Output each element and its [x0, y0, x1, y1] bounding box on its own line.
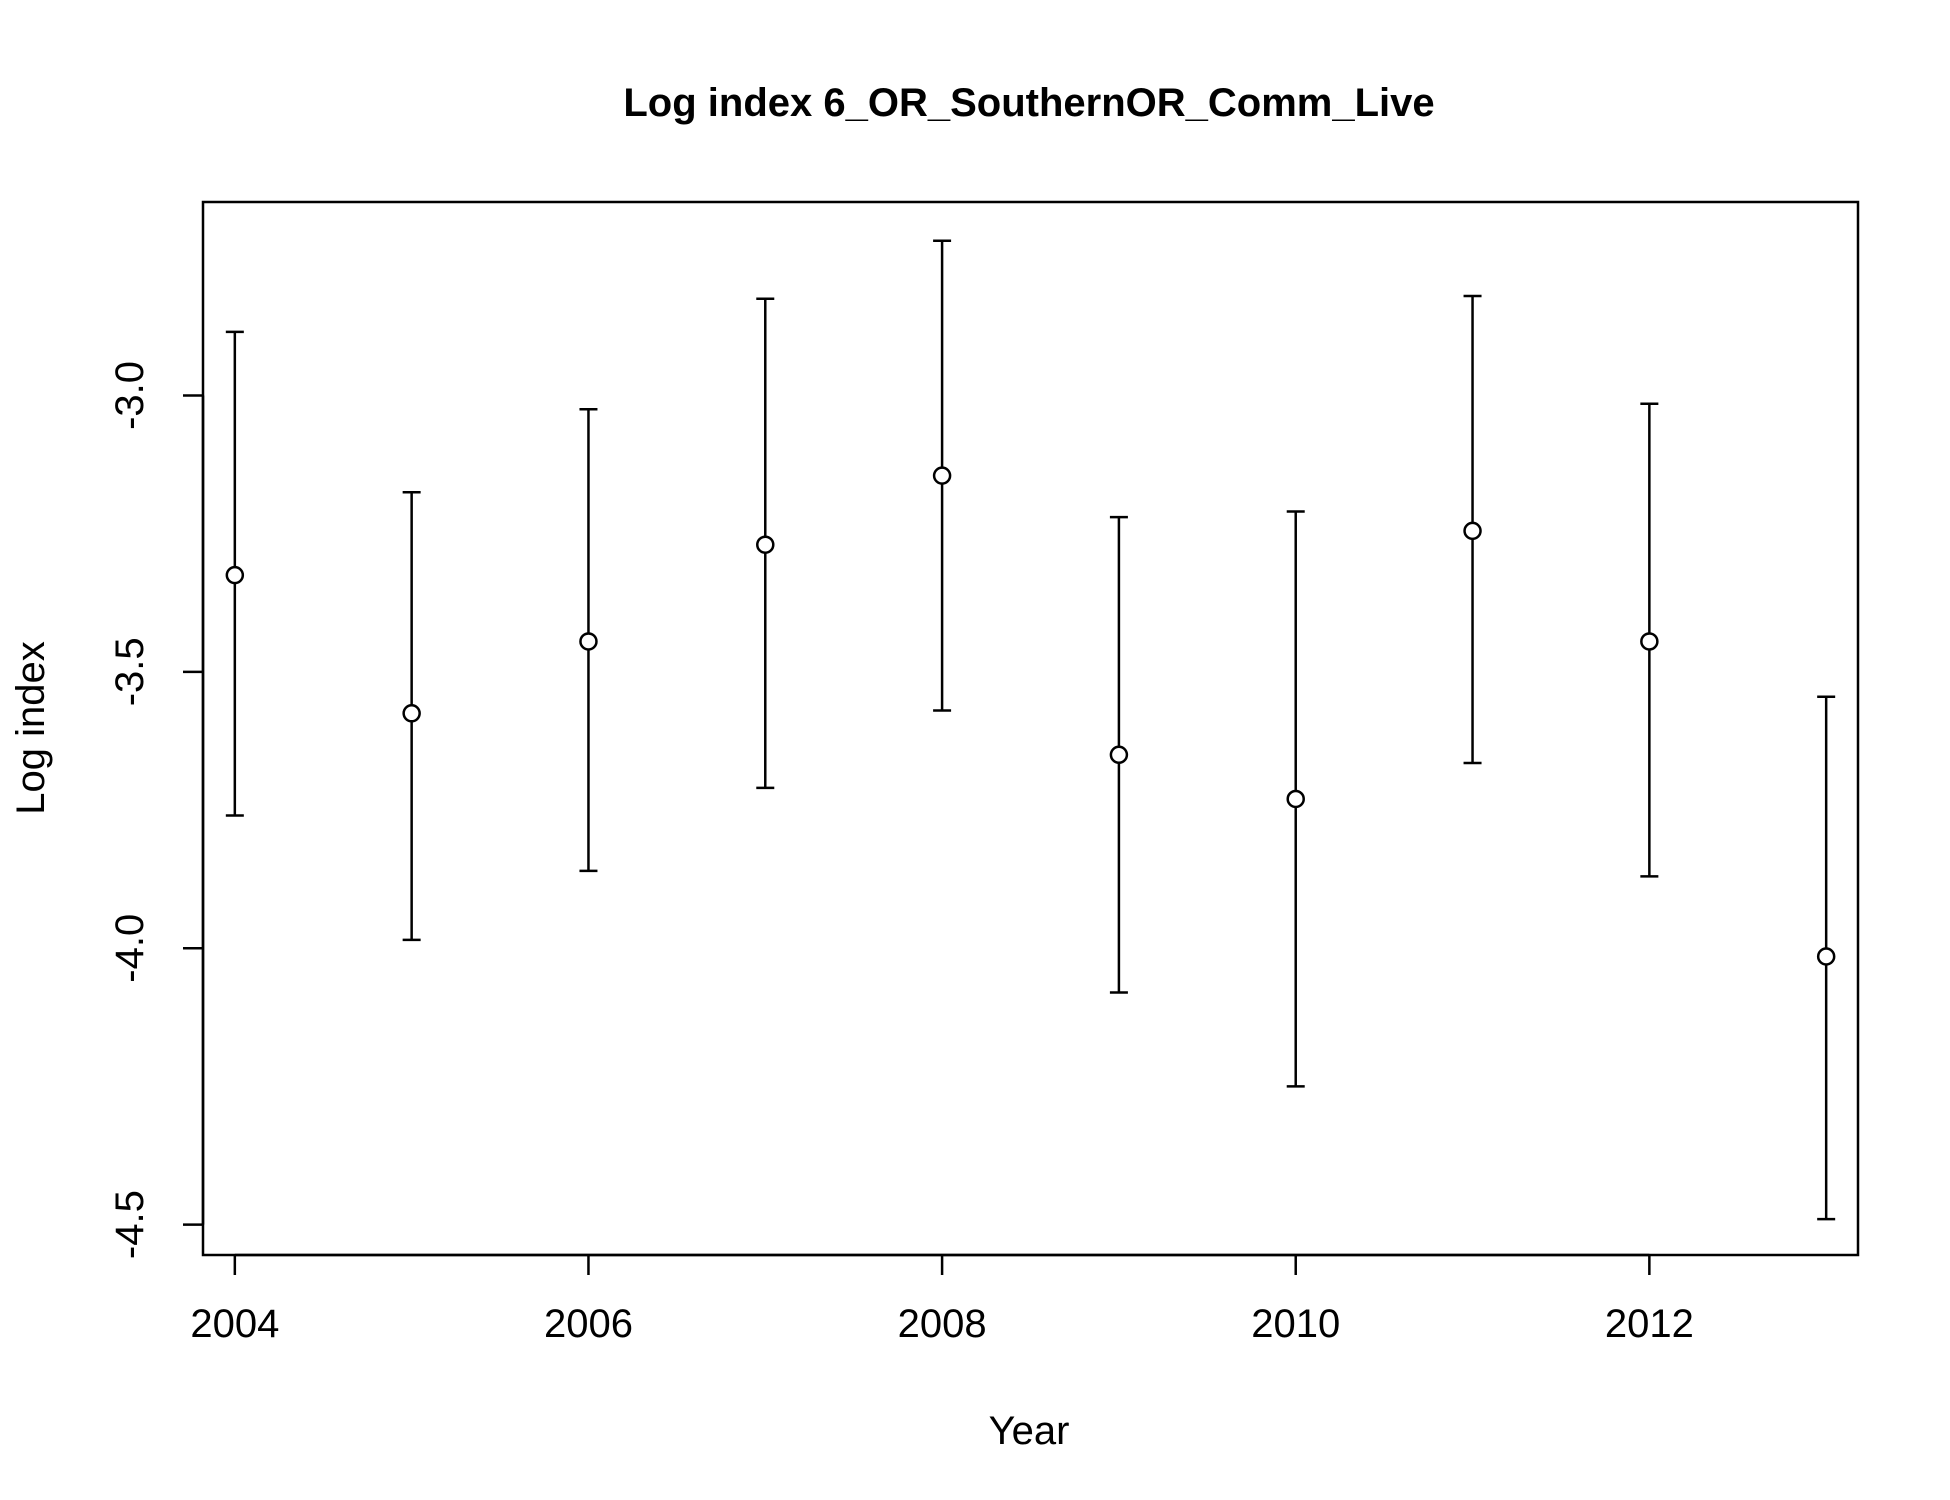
x-tick-label: 2008 [898, 1302, 987, 1346]
data-point [756, 535, 775, 554]
y-axis-label: Log index [9, 641, 53, 814]
data-point [402, 704, 421, 723]
data-point [1640, 632, 1659, 651]
x-tick-label: 2012 [1605, 1302, 1694, 1346]
x-axis: 2004 2006 2008 2010 2012 [190, 1253, 1694, 1346]
x-tick-label: 2006 [544, 1302, 633, 1346]
y-tick-label: -3.0 [108, 361, 152, 430]
y-tick-label: -4.5 [108, 1190, 152, 1259]
data-point [579, 632, 598, 651]
y-axis: -3.0 -3.5 -4.0 -4.5 [108, 361, 205, 1259]
data-point [225, 565, 245, 585]
data-point [1109, 745, 1129, 765]
data-point [1286, 789, 1305, 809]
x-tick-label: 2010 [1251, 1302, 1340, 1346]
x-axis-label: Year [989, 1409, 1070, 1453]
chart-title: Log index 6_OR_SouthernOR_Comm_Live [623, 81, 1434, 125]
data-point [932, 466, 952, 485]
y-tick-label: -4.0 [108, 914, 152, 983]
y-tick-label: -3.5 [108, 637, 152, 706]
x-tick-label: 2004 [190, 1302, 279, 1346]
data-point [1463, 521, 1482, 541]
data-point [1816, 947, 1836, 966]
plot-frame [201, 200, 1860, 1257]
data-marks [225, 239, 1836, 1221]
